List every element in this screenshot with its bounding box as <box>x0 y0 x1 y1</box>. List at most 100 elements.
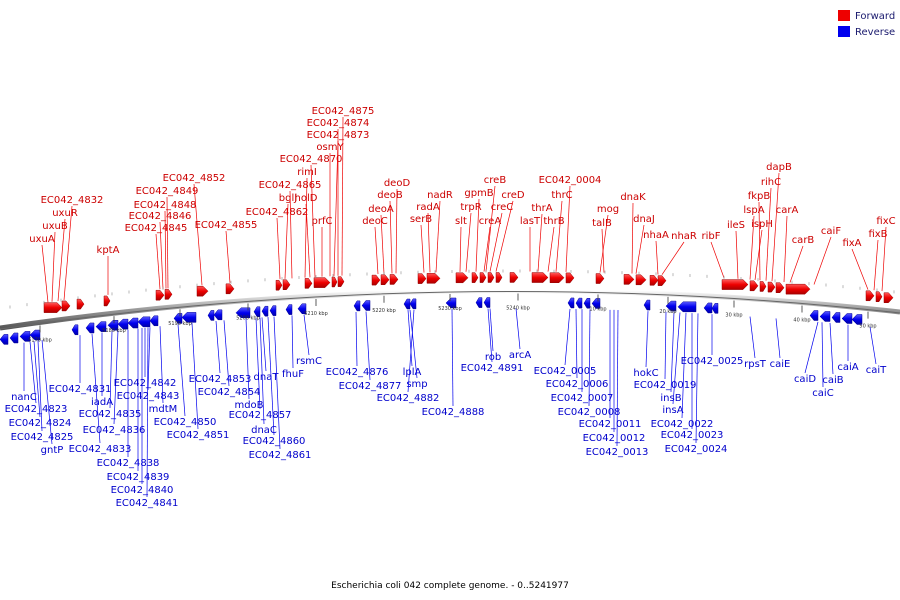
reverse-gene-arrow[interactable] <box>181 312 197 323</box>
reverse-gene-arrow[interactable] <box>809 310 819 321</box>
forward-gene-label[interactable]: talB <box>592 218 612 229</box>
forward-gene-label[interactable]: kptA <box>97 245 120 256</box>
forward-gene-arrow[interactable] <box>371 274 381 286</box>
forward-gene-arrow[interactable] <box>721 279 749 290</box>
forward-gene-label[interactable]: holD <box>295 193 318 204</box>
forward-gene-arrow[interactable] <box>875 291 883 302</box>
reverse-gene-label[interactable]: EC042_4833 <box>69 444 132 455</box>
reverse-gene-arrow[interactable] <box>677 301 697 313</box>
reverse-gene-label[interactable]: EC042_0011 <box>579 419 642 430</box>
forward-gene-label[interactable]: EC042_4852 <box>163 173 226 184</box>
forward-gene-arrow[interactable] <box>76 298 85 310</box>
reverse-gene-label[interactable]: caiC <box>812 388 833 399</box>
forward-gene-arrow[interactable] <box>304 278 313 289</box>
reverse-gene-label[interactable]: EC042_4850 <box>154 417 217 428</box>
reverse-gene-arrow[interactable] <box>475 297 483 308</box>
reverse-gene-arrow[interactable] <box>117 318 129 330</box>
reverse-gene-arrow[interactable] <box>403 298 411 310</box>
reverse-gene-label[interactable]: EC042_4841 <box>116 498 179 509</box>
reverse-gene-label[interactable]: nanC <box>11 392 37 403</box>
reverse-gene-label[interactable]: mdtM <box>149 404 178 415</box>
reverse-gene-label[interactable]: EC042_0019 <box>634 380 697 391</box>
forward-gene-arrow[interactable] <box>275 279 283 291</box>
forward-gene-arrow[interactable] <box>282 279 291 290</box>
forward-gene-label[interactable]: deoD <box>384 178 411 189</box>
forward-gene-arrow[interactable] <box>785 283 811 295</box>
reverse-gene-arrow[interactable] <box>29 329 41 341</box>
reverse-gene-label[interactable]: EC042_0024 <box>665 444 728 455</box>
reverse-gene-label[interactable]: EC042_4823 <box>5 404 68 415</box>
reverse-gene-label[interactable]: fhuF <box>282 369 304 380</box>
reverse-gene-label[interactable]: insB <box>660 393 681 404</box>
reverse-gene-label[interactable]: dnaT <box>254 372 280 383</box>
reverse-gene-label[interactable]: EC042_0005 <box>534 366 597 377</box>
forward-gene-arrow[interactable] <box>417 273 427 284</box>
reverse-gene-arrow[interactable] <box>213 309 223 321</box>
forward-gene-arrow[interactable] <box>595 273 605 284</box>
forward-gene-arrow[interactable] <box>103 295 111 307</box>
reverse-gene-arrow[interactable] <box>285 304 293 315</box>
forward-gene-arrow[interactable] <box>479 272 487 283</box>
reverse-gene-label[interactable]: insA <box>662 405 683 416</box>
forward-gene-label[interactable]: EC042_4865 <box>259 180 322 191</box>
reverse-gene-arrow[interactable] <box>19 331 31 342</box>
reverse-gene-arrow[interactable] <box>95 321 107 332</box>
reverse-gene-arrow[interactable] <box>711 303 719 314</box>
forward-gene-label[interactable]: creC <box>491 202 514 213</box>
forward-gene-label[interactable]: lasT <box>520 216 541 227</box>
forward-gene-label[interactable]: deoB <box>377 190 403 201</box>
reverse-gene-arrow[interactable] <box>703 302 713 314</box>
forward-gene-label[interactable]: fixA <box>842 238 861 249</box>
reverse-gene-arrow[interactable] <box>409 298 417 310</box>
reverse-gene-arrow[interactable] <box>149 315 159 327</box>
reverse-gene-arrow[interactable] <box>819 311 831 322</box>
reverse-gene-arrow[interactable] <box>0 334 9 345</box>
forward-gene-label[interactable]: fixB <box>868 229 887 240</box>
reverse-gene-arrow[interactable] <box>269 305 277 316</box>
reverse-gene-label[interactable]: EC042_0023 <box>661 430 724 441</box>
forward-gene-arrow[interactable] <box>196 285 209 297</box>
forward-gene-label[interactable]: creB <box>484 175 507 186</box>
forward-gene-label[interactable]: EC042_4849 <box>136 186 199 197</box>
forward-gene-arrow[interactable] <box>389 274 399 285</box>
forward-gene-label[interactable]: fixC <box>876 216 895 227</box>
reverse-gene-label[interactable]: EC042_0007 <box>551 393 614 404</box>
reverse-gene-arrow[interactable] <box>85 322 95 334</box>
forward-gene-label[interactable]: thrC <box>551 190 572 201</box>
reverse-gene-arrow[interactable] <box>137 316 151 328</box>
forward-gene-arrow[interactable] <box>549 272 565 283</box>
forward-gene-arrow[interactable] <box>635 274 647 286</box>
reverse-gene-label[interactable]: EC042_4854 <box>198 387 261 398</box>
reverse-gene-arrow[interactable] <box>583 298 591 309</box>
forward-gene-label[interactable]: rihC <box>761 177 781 188</box>
reverse-gene-label[interactable]: caiB <box>822 375 843 386</box>
reverse-gene-label[interactable]: caiT <box>866 365 887 376</box>
reverse-gene-arrow[interactable] <box>297 303 307 315</box>
forward-gene-arrow[interactable] <box>337 276 345 287</box>
forward-gene-arrow[interactable] <box>380 274 390 286</box>
reverse-gene-label[interactable]: mdoB <box>234 400 263 411</box>
reverse-gene-arrow[interactable] <box>261 305 269 317</box>
reverse-gene-arrow[interactable] <box>567 297 575 309</box>
reverse-gene-label[interactable]: EC042_0006 <box>546 379 609 390</box>
forward-gene-arrow[interactable] <box>509 272 519 283</box>
forward-gene-label[interactable]: serB <box>410 214 432 225</box>
reverse-gene-label[interactable]: EC042_4839 <box>107 472 170 483</box>
forward-gene-arrow[interactable] <box>775 282 785 293</box>
reverse-gene-label[interactable]: gntP <box>41 445 64 456</box>
forward-gene-label[interactable]: ileS <box>727 220 745 231</box>
reverse-gene-label[interactable]: EC042_4857 <box>229 410 292 421</box>
forward-gene-label[interactable]: dnaJ <box>633 214 655 225</box>
forward-gene-label[interactable]: slt <box>455 216 467 227</box>
forward-gene-label[interactable]: trpR <box>460 202 481 213</box>
reverse-gene-label[interactable]: EC042_4831 <box>49 384 112 395</box>
forward-gene-label[interactable]: EC042_4848 <box>134 200 197 211</box>
forward-gene-arrow[interactable] <box>749 280 759 292</box>
forward-gene-arrow[interactable] <box>767 281 776 293</box>
reverse-gene-label[interactable]: EC042_0013 <box>586 447 649 458</box>
reverse-gene-arrow[interactable] <box>235 307 251 319</box>
reverse-gene-label[interactable]: rpsT <box>744 359 767 370</box>
reverse-gene-arrow[interactable] <box>353 300 361 312</box>
reverse-gene-label[interactable]: dnaC <box>251 425 277 436</box>
forward-gene-arrow[interactable] <box>759 281 767 292</box>
